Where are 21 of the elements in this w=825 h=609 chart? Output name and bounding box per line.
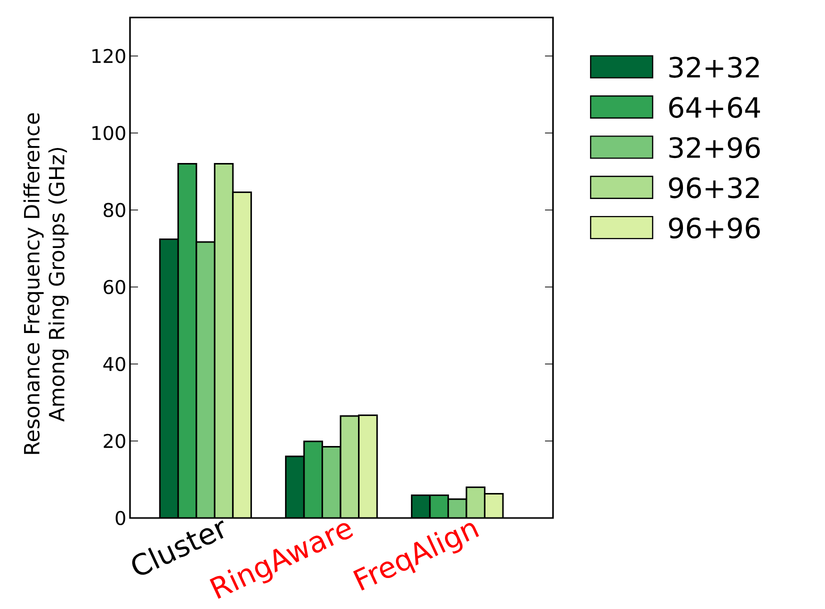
y-axis-title: Resonance Frequency Difference Among Ring Groups (GHz) [23, 113, 69, 454]
legend-label: 96+96 [668, 217, 760, 239]
legend-label: 96+32 [668, 177, 759, 198]
y-tick-label: 40 [103, 356, 126, 372]
legend-label: 32+96 [669, 137, 760, 158]
y-tick-label: 20 [104, 434, 126, 448]
y-tick-label: 100 [92, 126, 126, 140]
bar [358, 414, 378, 518]
bar [177, 163, 198, 518]
bar [159, 238, 179, 518]
bar [232, 192, 252, 518]
bar [196, 241, 216, 518]
y-tick-label: 80 [104, 202, 126, 218]
bar [322, 446, 342, 518]
y-tick-label: 120 [92, 48, 126, 64]
bar [285, 456, 305, 518]
bar [214, 163, 234, 518]
y-tick-label: 60 [104, 280, 126, 294]
legend-label: 32+32 [669, 56, 759, 78]
legend-label: 64+64 [669, 96, 760, 118]
y-tick-label: 0 [116, 510, 126, 526]
